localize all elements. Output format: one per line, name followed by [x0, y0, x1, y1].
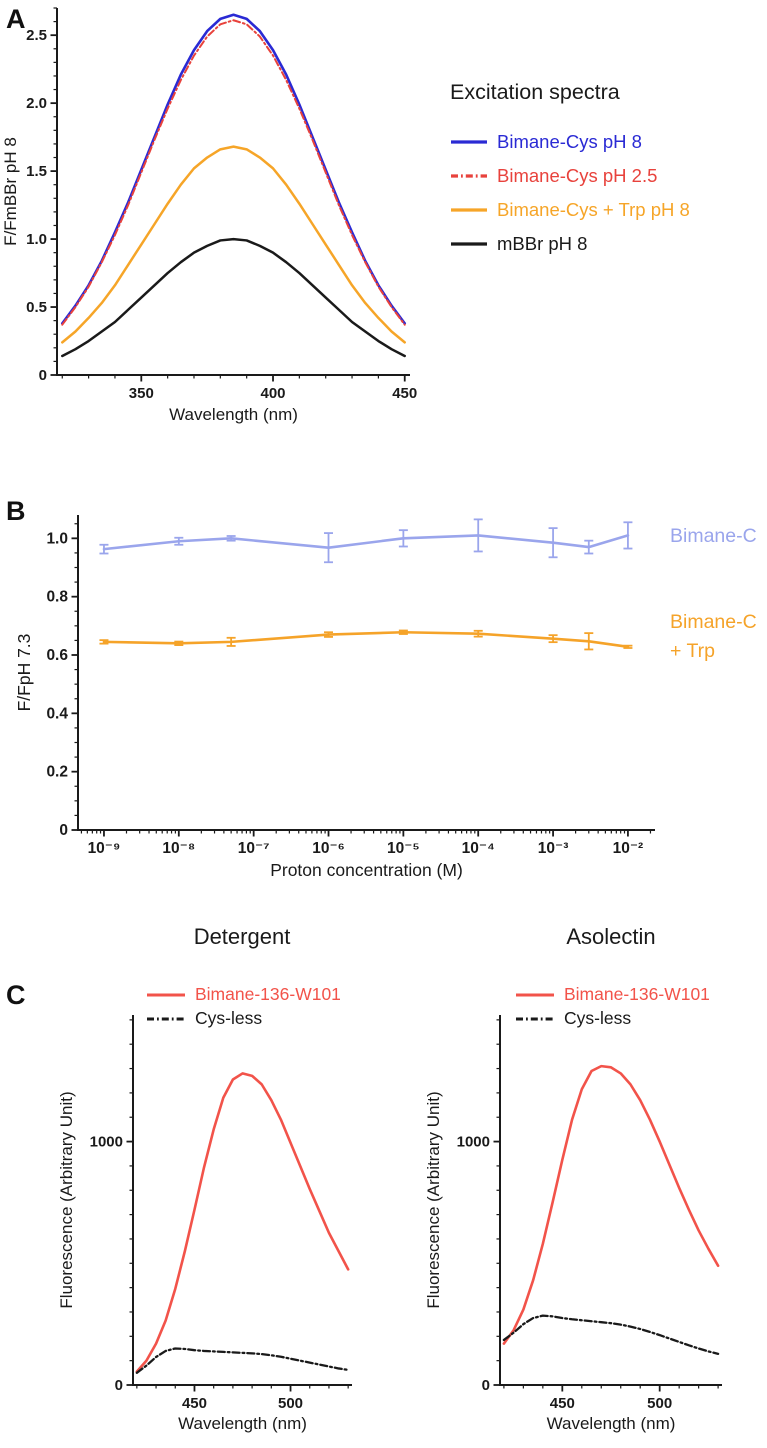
legend-entry: Bimane-136-W101 — [515, 984, 710, 1005]
svg-text:10⁻⁹: 10⁻⁹ — [88, 840, 121, 857]
legend-swatch-line-icon — [451, 242, 487, 246]
panel-a-label: A — [6, 4, 26, 34]
svg-text:F/FmBBr pH 8: F/FmBBr pH 8 — [1, 137, 20, 246]
legend-swatch-line-icon — [451, 174, 487, 178]
svg-text:10⁻⁵: 10⁻⁵ — [387, 840, 420, 857]
svg-text:0.6: 0.6 — [46, 647, 68, 664]
legend-swatch-line-icon — [451, 140, 487, 144]
svg-text:10⁻²: 10⁻² — [613, 840, 644, 857]
svg-text:450: 450 — [392, 385, 417, 402]
series-end-label-line: + Trp — [670, 640, 715, 662]
svg-text:Wavelength (nm): Wavelength (nm) — [547, 1414, 676, 1433]
svg-text:500: 500 — [647, 1395, 672, 1412]
panel-c-detergent-legend: Bimane-136-W101 Cys-less — [146, 984, 341, 1029]
svg-text:Fluorescence (Arbitrary Unit): Fluorescence (Arbitrary Unit) — [424, 1091, 443, 1308]
panel-c-title-detergent: Detergent — [193, 924, 291, 949]
legend-swatch-line-icon — [147, 1017, 185, 1020]
svg-text:10⁻³: 10⁻³ — [538, 840, 569, 857]
legend-entry: Bimane-136-W101 — [146, 984, 341, 1005]
svg-text:0.8: 0.8 — [46, 589, 68, 606]
svg-text:0: 0 — [482, 1377, 490, 1394]
legend-entry-label: mBBr pH 8 — [497, 233, 588, 254]
panel-c-detergent-chart: 450 500 0 1000 Wavelength (nm) Fluorescence (… — [57, 1015, 352, 1433]
svg-text:0: 0 — [115, 1377, 123, 1394]
panel-c-asolectin-legend: Bimane-136-W101 Cys-less — [515, 984, 710, 1029]
svg-text:450: 450 — [550, 1395, 575, 1412]
panel-a-legend-entries: Bimane-Cys pH 8 Bimane-Cys pH 2.5 Bimane-C… — [450, 131, 760, 255]
series-end-label-line: Bimane-C — [670, 611, 757, 633]
panel-a-chart: 350 400 450 0 0.5 1.0 1.5 2.0 2.5 Wavelength (nm)… — [1, 7, 417, 424]
legend-entry-label: Bimane-136-W101 — [195, 984, 341, 1004]
svg-text:1000: 1000 — [90, 1134, 123, 1151]
svg-text:1.5: 1.5 — [26, 163, 47, 180]
legend-entry-label: Bimane-136-W101 — [564, 984, 710, 1004]
svg-text:0.2: 0.2 — [46, 764, 68, 781]
svg-text:0: 0 — [59, 822, 68, 839]
legend-entry: Cys-less — [146, 1008, 341, 1029]
panel-a-legend-title: Excitation spectra — [450, 80, 620, 104]
legend-entry-label: Bimane-Cys + Trp pH 8 — [497, 199, 690, 220]
svg-text:350: 350 — [129, 385, 154, 402]
legend-entry: mBBr pH 8 — [450, 233, 760, 255]
svg-text:F/FpH 7.3: F/FpH 7.3 — [14, 634, 34, 712]
legend-entry: Bimane-Cys pH 2.5 — [450, 165, 760, 187]
series-end-label: Bimane-C + Trp — [670, 608, 757, 666]
legend-swatch-line-icon — [516, 993, 554, 996]
series-end-label-line: Bimane-C — [670, 525, 757, 547]
svg-text:0: 0 — [39, 367, 47, 384]
legend-swatch-line-icon — [516, 1017, 554, 1020]
legend-entry-label: Bimane-Cys pH 8 — [497, 131, 642, 152]
legend-entry: Cys-less — [515, 1008, 710, 1029]
panel-c-asolectin-chart: 450 500 0 1000 Wavelength (nm) Fluorescence (… — [424, 1015, 722, 1433]
legend-entry-label: Cys-less — [195, 1008, 263, 1028]
panel-c-label: C — [6, 980, 26, 1010]
svg-text:10⁻⁷: 10⁻⁷ — [238, 840, 270, 857]
svg-text:450: 450 — [182, 1395, 207, 1412]
svg-text:Wavelength (nm): Wavelength (nm) — [178, 1414, 307, 1433]
svg-text:10⁻⁸: 10⁻⁸ — [162, 840, 195, 857]
legend-swatch-line-icon — [451, 208, 487, 212]
legend-swatch-line-icon — [147, 993, 185, 996]
svg-text:500: 500 — [278, 1395, 303, 1412]
panel-b-label: B — [6, 496, 26, 526]
svg-text:Proton concentration (M): Proton concentration (M) — [270, 860, 463, 880]
panel-a-legend: Excitation spectra Bimane-Cys pH 8 Bimane… — [450, 80, 760, 255]
svg-text:2.5: 2.5 — [26, 27, 47, 44]
legend-entry: Bimane-Cys + Trp pH 8 — [450, 199, 760, 221]
svg-text:1.0: 1.0 — [26, 231, 47, 248]
panel-b-chart: 10⁻⁹ 10⁻⁸ 10⁻⁷ 10⁻⁶ 10⁻⁵ 10⁻⁴ 10⁻³ 10⁻² 0 0.2 0.4 0… — [14, 515, 655, 880]
svg-text:400: 400 — [260, 385, 285, 402]
svg-text:0.4: 0.4 — [46, 705, 68, 722]
svg-text:10⁻⁴: 10⁻⁴ — [462, 840, 495, 857]
series-end-label: Bimane-C — [670, 522, 757, 551]
legend-entry-label: Bimane-Cys pH 2.5 — [497, 165, 658, 186]
svg-text:Fluorescence (Arbitrary Unit): Fluorescence (Arbitrary Unit) — [57, 1091, 76, 1308]
panel-c-title-asolectin: Asolectin — [566, 924, 656, 949]
svg-text:0.5: 0.5 — [26, 299, 47, 316]
svg-text:1000: 1000 — [457, 1134, 490, 1151]
svg-text:1.0: 1.0 — [46, 530, 68, 547]
svg-text:Wavelength (nm): Wavelength (nm) — [169, 405, 298, 424]
svg-text:2.0: 2.0 — [26, 95, 47, 112]
svg-text:10⁻⁶: 10⁻⁶ — [312, 840, 345, 857]
legend-entry-label: Cys-less — [564, 1008, 632, 1028]
legend-entry: Bimane-Cys pH 8 — [450, 131, 760, 153]
